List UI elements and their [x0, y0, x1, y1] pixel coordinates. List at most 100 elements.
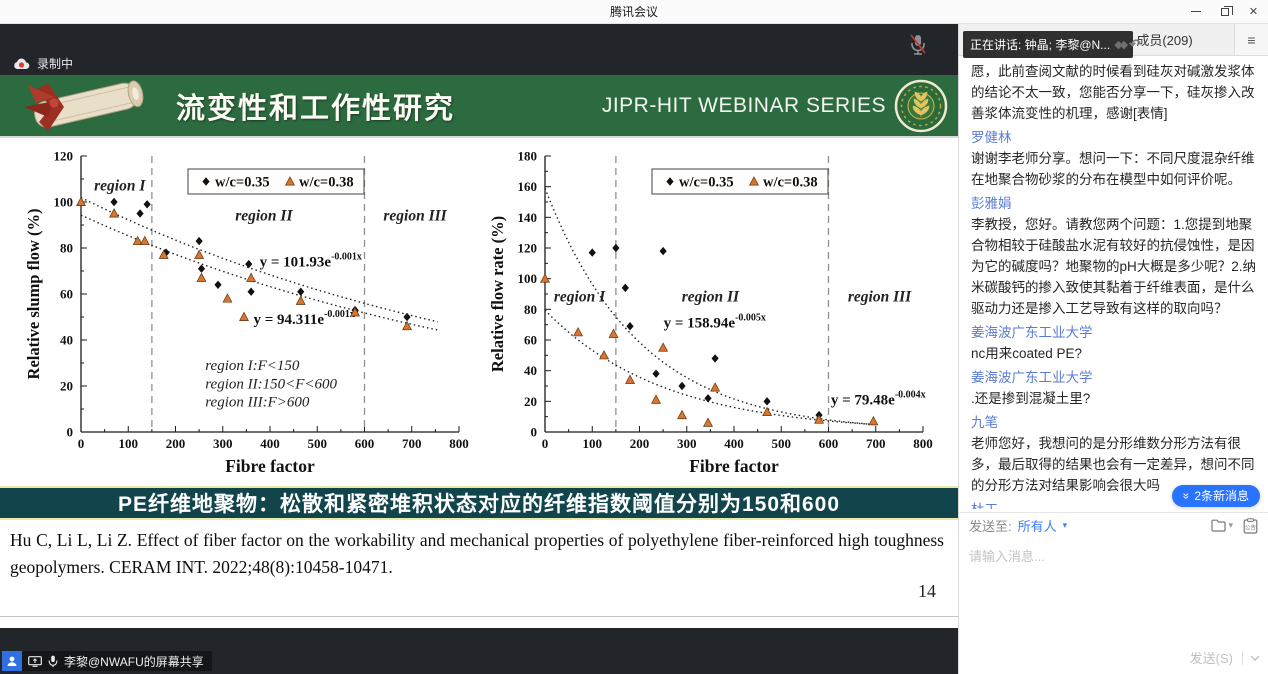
svg-text:w/c=0.35: w/c=0.35: [215, 175, 270, 191]
message-text: nc用来coated PE?: [971, 346, 1083, 361]
close-button[interactable]: ✕: [1239, 0, 1268, 23]
svg-text:Fibre factor: Fibre factor: [689, 456, 779, 476]
svg-text:20: 20: [60, 379, 73, 394]
svg-text:region III:F>600: region III:F>600: [205, 395, 310, 411]
svg-text:800: 800: [449, 436, 469, 451]
svg-text:140: 140: [518, 210, 538, 225]
screen-share-status-pill: 李黎@NWAFU的屏幕共享: [2, 651, 212, 671]
svg-text:region I:F<150: region I:F<150: [205, 358, 300, 374]
screen-share-stage: 录制中: [0, 24, 958, 674]
slide-header: 流变性和工作性研究 JIPR-HIT WEBINAR SERIES: [0, 75, 958, 138]
new-messages-badge[interactable]: » 2条新消息: [1171, 485, 1260, 507]
message-sender: 罗健林: [971, 130, 1012, 145]
svg-text:400: 400: [724, 436, 744, 451]
slide-title: 流变性和工作性研究: [176, 92, 456, 125]
send-to-label: 发送至:: [969, 519, 1012, 534]
send-row: 发送(S): [1189, 648, 1260, 667]
message-sender: 杜工: [971, 499, 1258, 509]
message-input[interactable]: [959, 538, 1268, 616]
svg-text:120: 120: [518, 241, 538, 256]
charts-area: 0 100 200 300 400 500 600 700 800 0 20 40 60 80 100 120…: [0, 138, 958, 486]
send-to-row: 发送至: 所有人 ▾ ▾ 公告: [959, 512, 1268, 538]
svg-text:region III: region III: [848, 289, 912, 306]
presentation-slide: 流变性和工作性研究 JIPR-HIT WEBINAR SERIES 0 100 20…: [0, 75, 958, 628]
message-input-area: 发送(S): [959, 538, 1268, 674]
svg-text:region I: region I: [554, 289, 606, 306]
stage-bottom-bar: 李黎@NWAFU的屏幕共享: [0, 628, 958, 674]
svg-text:0: 0: [531, 425, 538, 440]
svg-text:y = 79.48e-0.004x: y = 79.48e-0.004x: [831, 389, 926, 408]
message-text: 李教授，您好。请教您两个问题：1.您提到地聚合物相较于硅酸盐水泥有较好的抗侵蚀性…: [971, 217, 1257, 316]
svg-text:500: 500: [308, 436, 328, 451]
chat-history-icon: [1211, 519, 1227, 532]
chat-message-list: 愿，此前查阅文献的时候看到硅灰对碱激发浆体的结论不太一致，您能否分享一下，硅灰掺…: [959, 56, 1268, 512]
speaking-now-text: 正在讲话: 钟晶; 李黎@N...: [970, 38, 1111, 52]
announcement-label: 公告: [1245, 523, 1257, 531]
svg-text:400: 400: [260, 436, 280, 451]
window-controls: ✕: [1181, 0, 1268, 23]
svg-text:region II:150<F<600: region II:150<F<600: [205, 376, 337, 392]
send-divider: [1242, 650, 1243, 665]
minimize-button[interactable]: [1181, 0, 1210, 23]
svg-text:Relative slump flow (%): Relative slump flow (%): [24, 209, 43, 380]
svg-text:0: 0: [67, 425, 74, 440]
restore-button[interactable]: [1210, 0, 1239, 23]
stage-top-bar: 录制中: [0, 24, 958, 75]
svg-text:80: 80: [524, 302, 537, 317]
svg-text:700: 700: [866, 436, 886, 451]
banner-text: PE纤维地聚物：松散和紧密堆积状态对应的纤维指数阈值分别为150和600: [117, 493, 841, 516]
muted-mic-icon: [910, 34, 926, 55]
svg-text:120: 120: [54, 149, 74, 164]
hamburger-icon: ≡: [1247, 31, 1256, 48]
svg-text:100: 100: [518, 271, 538, 286]
slide-header-right: JIPR-HIT WEBINAR SERIES: [602, 75, 948, 136]
window-title: 腾讯会议: [609, 5, 658, 19]
speaking-now-toast: 正在讲话: 钟晶; 李黎@N... ◆◆ ↶: [963, 31, 1141, 58]
send-to-caret-icon[interactable]: ▾: [1062, 520, 1068, 530]
message-text: .还是掺到混凝土里?: [971, 391, 1091, 406]
svg-text:80: 80: [60, 241, 73, 256]
svg-text:200: 200: [630, 436, 650, 451]
announcement-icon: 公告: [1243, 517, 1258, 534]
svg-text:w/c=0.38: w/c=0.38: [763, 175, 818, 191]
svg-text:100: 100: [119, 436, 139, 451]
svg-text:0: 0: [542, 436, 549, 451]
restore-icon: [1220, 5, 1233, 16]
slide-footer: Hu C, Li L, Li Z. Effect of fiber factor…: [0, 520, 958, 628]
svg-text:Fibre factor: Fibre factor: [225, 456, 315, 476]
svg-text:w/c=0.35: w/c=0.35: [679, 175, 734, 191]
tab-members[interactable]: 成员(209): [1136, 33, 1193, 48]
svg-text:100: 100: [54, 195, 74, 210]
announcement-button[interactable]: 公告: [1243, 517, 1258, 534]
send-to-selector[interactable]: 所有人: [1017, 519, 1057, 534]
reply-arrow-icon: ↶: [1129, 36, 1141, 52]
scroll-graphic: [24, 80, 144, 131]
message-text: 愿，此前查阅文献的时候看到硅灰对碱激发浆体的结论不太一致，您能否分享一下，硅灰掺…: [971, 64, 1255, 121]
svg-text:region II: region II: [682, 289, 740, 306]
message-sender: 九笔: [971, 415, 998, 430]
svg-text:w/c=0.38: w/c=0.38: [299, 175, 354, 191]
share-label-box: 李黎@NWAFU的屏幕共享: [22, 651, 212, 671]
svg-text:y = 94.311e-0.001x: y = 94.311e-0.001x: [253, 309, 354, 328]
message-sender: 姜海波广东工业大学: [971, 370, 1093, 385]
svg-text:160: 160: [518, 179, 538, 194]
svg-text:200: 200: [166, 436, 186, 451]
panel-menu-button[interactable]: ≡: [1234, 24, 1268, 55]
chat-history-button[interactable]: ▾: [1210, 519, 1233, 533]
svg-text:500: 500: [772, 436, 792, 451]
send-options-caret-icon[interactable]: [1250, 651, 1260, 661]
message-sender: 姜海波广东工业大学: [971, 325, 1093, 340]
window-titlebar: 腾讯会议 ✕: [0, 0, 1268, 24]
svg-text:700: 700: [402, 436, 422, 451]
slide-divider-line: [0, 616, 958, 617]
message-sender: 彭雅娟: [971, 196, 1012, 211]
svg-text:Relative flow rate (%): Relative flow rate (%): [488, 216, 507, 372]
svg-text:y = 158.94e-0.005x: y = 158.94e-0.005x: [664, 313, 766, 332]
close-icon: ✕: [1248, 6, 1259, 18]
mic-icon: [48, 655, 58, 667]
svg-text:region I: region I: [94, 178, 146, 195]
history-caret-icon: ▾: [1228, 520, 1233, 530]
send-button[interactable]: 发送(S): [1189, 651, 1233, 666]
chat-panel: 聊天 成员(209) ≡ 正在讲话: 钟晶; 李黎@N... ◆◆ ↶ 愿，此前…: [958, 24, 1268, 674]
